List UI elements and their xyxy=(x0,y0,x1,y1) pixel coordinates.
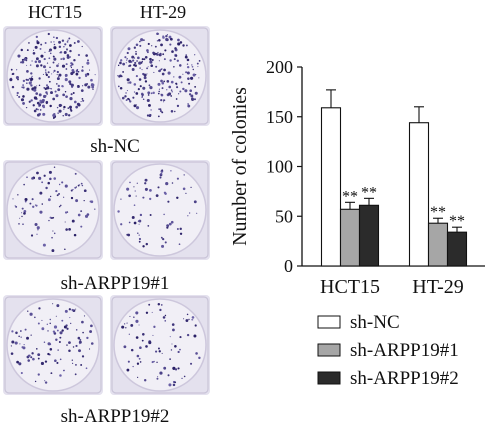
significance-label: ** xyxy=(342,188,358,205)
significance-label: ** xyxy=(449,213,465,230)
bar-sh-ARPP19#2-HCT15 xyxy=(358,204,380,267)
significance-label: ** xyxy=(361,184,377,201)
colony-plate-ht29-sh-arpp19-2 xyxy=(110,295,210,395)
column-label-ht29: HT-29 xyxy=(139,2,187,22)
column-label-hct15: HCT15 xyxy=(28,2,82,22)
y-tick-label: 200 xyxy=(266,57,293,77)
bar-sh-ARPP19#1-HCT15 xyxy=(339,208,361,267)
colony-plate-hct15-sh-arpp19-1 xyxy=(3,160,103,260)
colony-plate-hct15-sh-arpp19-2 xyxy=(3,295,103,395)
row-label-sh-arpp19-2: sh-ARPP19#2 xyxy=(60,406,170,427)
significance-label: ** xyxy=(430,204,446,221)
row-label-sh-nc: sh-NC xyxy=(90,136,140,157)
bar-sh-NC-HCT15 xyxy=(320,107,342,267)
legend-label: sh-NC xyxy=(350,312,400,333)
x-tick-label: HCT15 xyxy=(320,276,380,298)
legend-swatch xyxy=(317,343,341,357)
colony-plate-ht29-sh-arpp19-1 xyxy=(110,160,210,260)
y-tick-label: 50 xyxy=(275,206,293,226)
y-tick-label: 100 xyxy=(266,157,293,177)
bar-sh-NC-HT-29 xyxy=(408,122,430,267)
x-tick-label: HT-29 xyxy=(412,276,463,298)
legend-label: sh-ARPP19#2 xyxy=(350,368,459,389)
bar-sh-ARPP19#2-HT-29 xyxy=(446,231,468,267)
legend-swatch xyxy=(317,315,341,329)
y-tick-label: 150 xyxy=(266,107,293,127)
colony-plate-ht29-sh-nc xyxy=(110,26,210,126)
bar-sh-ARPP19#1-HT-29 xyxy=(427,222,449,267)
y-axis-label: Number of colonies xyxy=(229,87,251,246)
row-label-sh-arpp19-1: sh-ARPP19#1 xyxy=(60,273,170,294)
colony-plate-hct15-sh-nc xyxy=(3,26,103,126)
legend-swatch xyxy=(317,371,341,385)
legend-label: sh-ARPP19#1 xyxy=(350,340,459,361)
y-tick-label: 0 xyxy=(284,256,293,276)
